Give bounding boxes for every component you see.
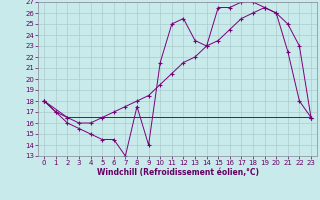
X-axis label: Windchill (Refroidissement éolien,°C): Windchill (Refroidissement éolien,°C) bbox=[97, 168, 259, 177]
